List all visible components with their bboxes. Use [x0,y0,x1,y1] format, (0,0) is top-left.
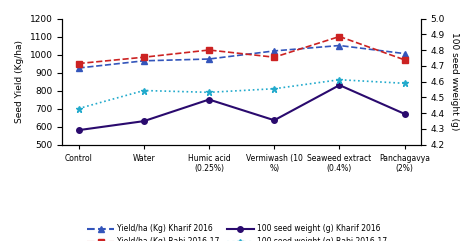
100 seed weight (g) Kharif 2016 [402,113,408,115]
Yield/ha (Kg) Kharif 2016 [337,44,342,47]
100 seed weight (g) Kharif 2016 [337,84,342,87]
Yield/ha (Kg) Rabi 2016-17 [337,35,342,38]
100 seed weight (g) Rabi 2016-17 [402,82,408,85]
100 seed weight (g) Rabi 2016-17 [141,89,146,92]
Line: 100 seed weight (g) Rabi 2016-17: 100 seed weight (g) Rabi 2016-17 [75,76,408,112]
Yield/ha (Kg) Rabi 2016-17 [206,49,212,52]
Yield/ha (Kg) Rabi 2016-17 [402,59,408,61]
100 seed weight (g) Rabi 2016-17 [337,78,342,81]
100 seed weight (g) Kharif 2016 [76,129,82,132]
Y-axis label: Seed Yield (Kg/ha): Seed Yield (Kg/ha) [15,40,24,123]
Yield/ha (Kg) Kharif 2016 [141,59,146,62]
100 seed weight (g) Rabi 2016-17 [272,87,277,90]
Yield/ha (Kg) Rabi 2016-17 [141,56,146,59]
100 seed weight (g) Rabi 2016-17 [76,107,82,110]
Yield/ha (Kg) Kharif 2016 [206,58,212,60]
Line: Yield/ha (Kg) Rabi 2016-17: Yield/ha (Kg) Rabi 2016-17 [76,34,408,66]
Line: Yield/ha (Kg) Kharif 2016: Yield/ha (Kg) Kharif 2016 [76,43,408,71]
Yield/ha (Kg) Rabi 2016-17 [272,56,277,59]
Y-axis label: 100 seed wweight (g): 100 seed wweight (g) [450,32,459,131]
100 seed weight (g) Rabi 2016-17 [206,91,212,94]
100 seed weight (g) Kharif 2016 [141,120,146,123]
Yield/ha (Kg) Kharif 2016 [402,52,408,55]
100 seed weight (g) Kharif 2016 [272,119,277,122]
100 seed weight (g) Kharif 2016 [206,98,212,101]
Yield/ha (Kg) Kharif 2016 [272,49,277,52]
Line: 100 seed weight (g) Kharif 2016: 100 seed weight (g) Kharif 2016 [76,82,408,133]
Yield/ha (Kg) Kharif 2016 [76,67,82,69]
Yield/ha (Kg) Rabi 2016-17 [76,62,82,65]
Legend: Yield/ha (Kg) Kharif 2016, Yield/ha (Kg) Rabi 2016-17, 100 seed weight (g) Khari: Yield/ha (Kg) Kharif 2016, Yield/ha (Kg)… [84,221,390,241]
